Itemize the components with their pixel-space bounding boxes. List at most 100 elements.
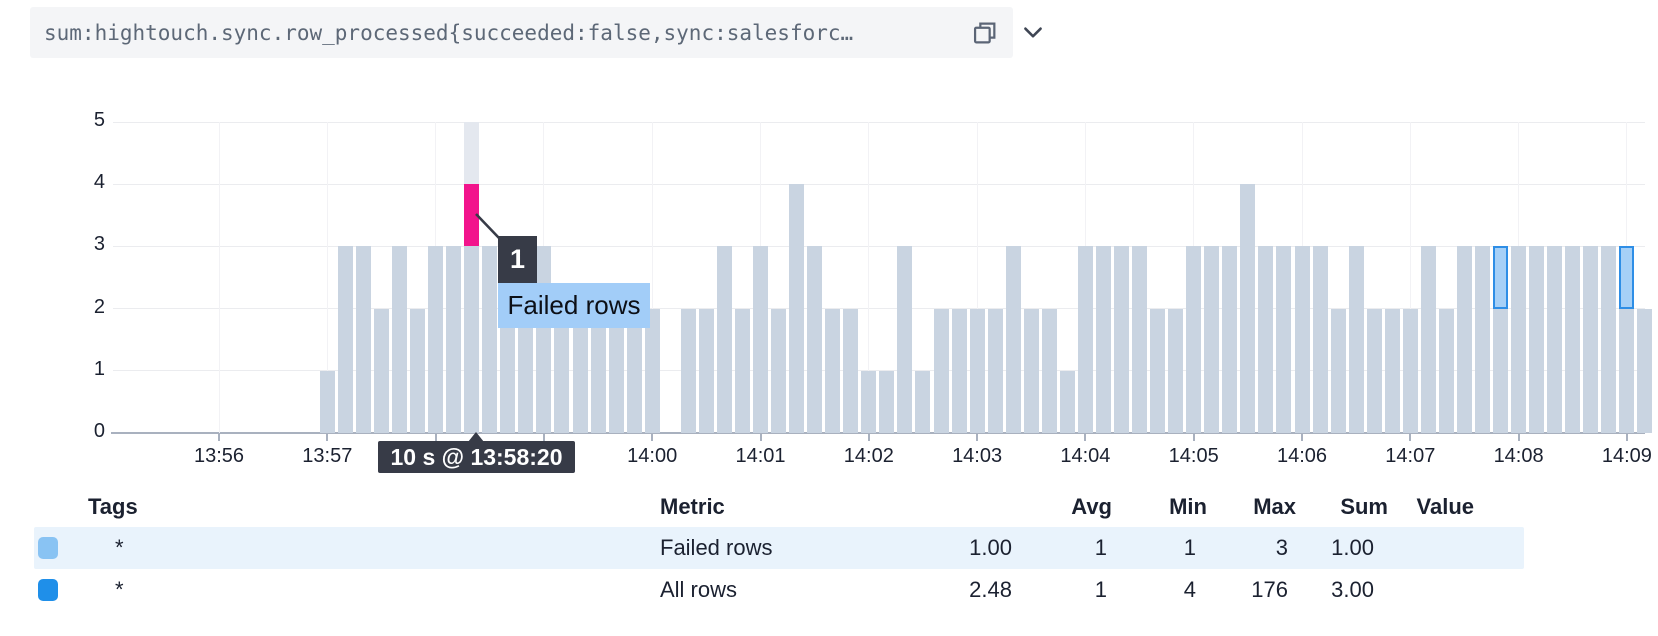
bar-all-rows[interactable] — [608, 308, 624, 433]
bar-all-rows[interactable] — [897, 246, 913, 433]
bar-all-rows[interactable] — [1222, 246, 1238, 433]
x-axis-label: 14:07 — [1385, 445, 1436, 467]
bar-all-rows[interactable] — [1420, 246, 1436, 433]
x-tick-mark — [1517, 433, 1520, 441]
legend-row-failed-rows[interactable]: * Failed rows 1.00 1 1 3 1.00 — [34, 527, 1524, 569]
y-axis-label: 3 — [93, 233, 105, 256]
bar-all-rows[interactable] — [1077, 246, 1093, 433]
bar-all-rows[interactable] — [1204, 246, 1220, 433]
y-gridline — [113, 370, 1645, 372]
bar-all-rows[interactable] — [1114, 246, 1129, 433]
bar-all-rows[interactable] — [1348, 246, 1364, 433]
bar-all-rows[interactable] — [933, 308, 949, 433]
bar-failed-rows[interactable] — [1493, 246, 1509, 309]
bar-all-rows[interactable] — [590, 308, 606, 433]
bar-all-rows[interactable] — [1511, 246, 1527, 433]
bar-all-rows[interactable] — [1150, 308, 1166, 433]
bar-all-rows[interactable] — [1041, 308, 1057, 433]
bar-all-rows[interactable] — [355, 246, 371, 433]
bar-all-rows[interactable] — [789, 184, 805, 433]
bar-all-rows[interactable] — [1023, 308, 1039, 433]
y-gridline — [113, 121, 1645, 123]
bar-all-rows[interactable] — [428, 246, 444, 433]
bar-all-rows[interactable] — [1258, 246, 1274, 433]
bar-all-rows[interactable] — [1547, 246, 1563, 433]
bar-all-rows[interactable] — [1168, 308, 1184, 433]
bar-all-rows[interactable] — [392, 246, 407, 433]
bar-all-rows[interactable] — [1294, 246, 1310, 433]
bar-all-rows[interactable] — [843, 308, 859, 433]
bar-failed-rows-highlighted[interactable] — [464, 184, 480, 247]
bar-all-rows[interactable] — [1240, 184, 1256, 433]
bar-all-rows[interactable] — [1384, 308, 1400, 433]
axis-tooltip-caret — [468, 432, 484, 442]
bar-all-rows[interactable] — [698, 308, 714, 433]
bar-all-rows[interactable] — [1330, 308, 1346, 433]
bar-all-rows[interactable] — [536, 246, 552, 433]
bar-all-rows[interactable] — [1005, 246, 1021, 433]
copy-icon[interactable] — [971, 19, 999, 47]
bar-all-rows[interactable] — [1565, 246, 1581, 433]
legend-tags: * — [115, 577, 124, 602]
bar-all-rows[interactable] — [753, 246, 768, 433]
tooltip-series-label: Failed rows — [498, 283, 650, 328]
bar-all-rows[interactable] — [969, 308, 985, 433]
bar-all-rows[interactable] — [987, 308, 1003, 433]
legend-row-all-rows[interactable]: * All rows 2.48 1 4 176 3.00 — [34, 569, 1524, 611]
query-bar[interactable]: sum:hightouch.sync.row_processed{succeed… — [30, 7, 1013, 58]
bar-all-rows[interactable] — [1583, 246, 1599, 433]
bar-all-rows[interactable] — [446, 246, 462, 433]
x-axis-line — [111, 432, 1645, 434]
bar-all-rows[interactable] — [554, 308, 570, 433]
bar-all-rows[interactable] — [626, 308, 642, 433]
bar-all-rows[interactable] — [482, 246, 498, 433]
bar-all-rows[interactable] — [1475, 246, 1490, 433]
bar-all-rows[interactable] — [825, 308, 841, 433]
bar-all-rows[interactable] — [680, 308, 696, 433]
bar-all-rows[interactable] — [410, 308, 426, 433]
bar-all-rows[interactable] — [644, 308, 660, 433]
legend-sum: 176 — [1251, 577, 1288, 602]
x-tick-mark — [976, 433, 979, 441]
x-tick-mark — [218, 433, 220, 441]
bar-failed-rows[interactable] — [1619, 246, 1635, 309]
bar-all-rows[interactable] — [1312, 246, 1328, 433]
bar-all-rows[interactable] — [464, 246, 480, 433]
bar-all-rows[interactable] — [1493, 308, 1509, 433]
bar-all-rows[interactable] — [1619, 308, 1635, 433]
bar-all-rows[interactable] — [807, 246, 823, 433]
bar-all-rows[interactable] — [951, 308, 967, 433]
bar-all-rows[interactable] — [1438, 308, 1454, 433]
bar-all-rows[interactable] — [1529, 246, 1545, 433]
series-swatch-all-rows[interactable] — [38, 579, 58, 601]
bar-all-rows[interactable] — [1637, 308, 1653, 433]
bar-all-rows[interactable] — [1132, 246, 1148, 433]
bar-all-rows[interactable] — [1366, 308, 1382, 433]
legend-header-metric: Metric — [660, 494, 725, 519]
bar-all-rows[interactable] — [1456, 246, 1472, 433]
bar-all-rows[interactable] — [1059, 370, 1075, 433]
x-tick-mark — [542, 433, 545, 441]
bar-all-rows[interactable] — [716, 246, 732, 433]
bar-all-rows[interactable] — [861, 370, 877, 433]
bar-all-rows[interactable] — [879, 370, 895, 433]
series-swatch-failed-rows[interactable] — [38, 537, 58, 559]
bar-all-rows[interactable] — [915, 370, 931, 433]
bar-all-rows[interactable] — [771, 308, 787, 433]
y-gridline — [113, 308, 1645, 310]
legend-metric: Failed rows — [660, 535, 773, 560]
legend-header-max: Max — [1253, 494, 1296, 519]
bar-all-rows[interactable] — [1601, 246, 1617, 433]
bar-all-rows[interactable] — [337, 246, 353, 433]
bar-all-rows[interactable] — [319, 370, 335, 433]
bar-all-rows[interactable] — [734, 308, 750, 433]
bar-all-rows[interactable] — [1186, 246, 1202, 433]
bar-chart[interactable]: 01234513:5613:5713:5813:5914:0014:0114:0… — [0, 0, 1658, 490]
chevron-down-icon[interactable] — [1020, 20, 1046, 46]
bar-all-rows[interactable] — [1095, 246, 1111, 433]
bar-all-rows[interactable] — [1402, 308, 1418, 433]
bar-all-rows[interactable] — [572, 308, 588, 433]
bar-all-rows[interactable] — [373, 308, 389, 433]
bar-all-rows[interactable] — [1276, 246, 1292, 433]
